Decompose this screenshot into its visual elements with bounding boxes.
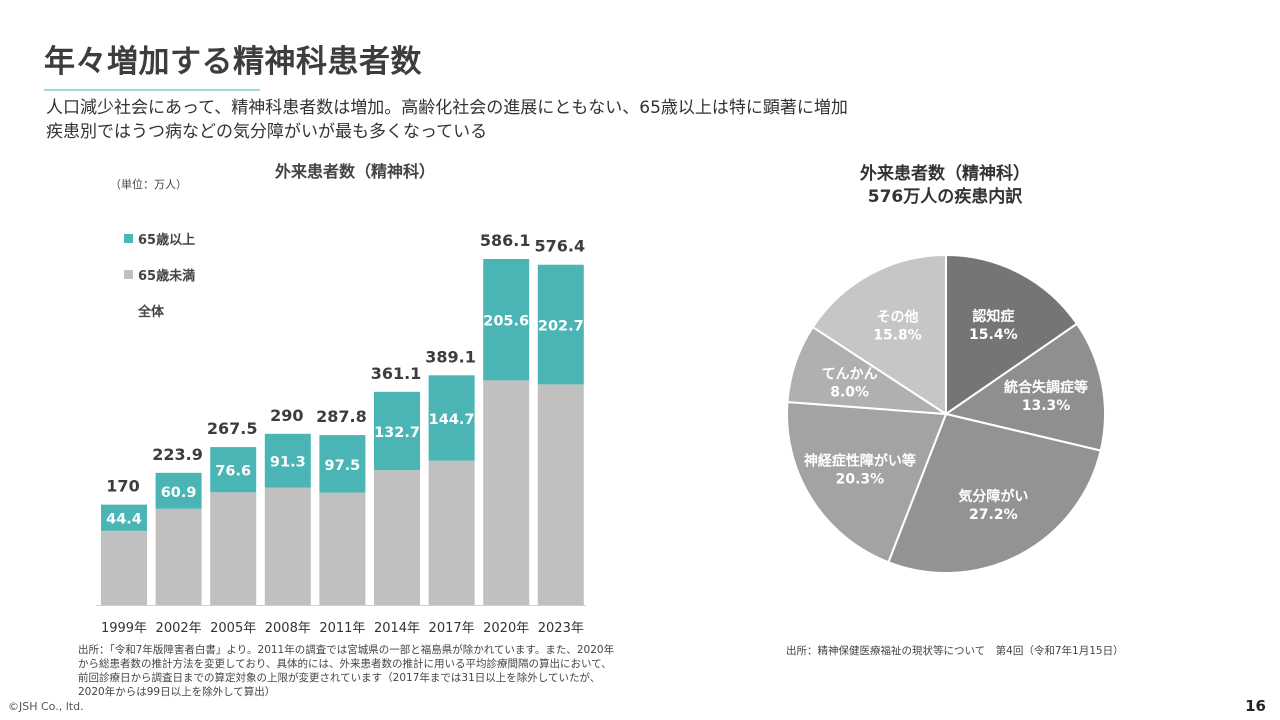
x-tick-label: 2008年 <box>265 621 311 636</box>
over65-value-label: 91.3 <box>270 455 306 471</box>
bar-under65 <box>210 492 257 605</box>
pie-slice-label: 気分障がい <box>958 488 1028 505</box>
pie-slice-label: 統合失調症等 <box>1004 379 1088 396</box>
bar-over65 <box>210 447 257 493</box>
pie-slice-label: その他 <box>877 309 919 326</box>
legend-item-total: 全体 <box>124 301 195 320</box>
x-tick-label: 2014年 <box>374 621 420 636</box>
bar-over65 <box>155 472 202 509</box>
x-tick-label: 2005年 <box>210 621 256 636</box>
x-tick-label: 2017年 <box>429 621 475 636</box>
bar-under65 <box>374 470 420 605</box>
over65-value-label: 132.7 <box>374 425 420 441</box>
note-line-3: 前回診療日から調査日までの算定対象の上限が変更されています（2017年までは31… <box>78 672 601 684</box>
total-value-label: 287.8 <box>316 407 367 426</box>
note-line-2: から総患者数の推計方法を変更しており、具体的には、外来患者数の推計に用いる平均診… <box>78 658 612 670</box>
total-value-label: 586.1 <box>480 231 531 250</box>
total-value-label: 267.5 <box>207 419 258 438</box>
over65-value-label: 97.5 <box>325 458 361 474</box>
page-number: 16 <box>1245 697 1266 715</box>
pie-slice-percent: 15.8% <box>873 328 922 344</box>
total-value-label: 361.1 <box>371 364 422 383</box>
bar-under65 <box>428 460 475 605</box>
legend-label-over65: 65歳以上 <box>138 232 196 248</box>
legend-item-over65: 65歳以上 <box>124 229 196 248</box>
bar-over65 <box>428 375 475 461</box>
legend-label-total: 全体 <box>138 304 165 320</box>
pie-title-line-2: 576万人の疾患内訳 <box>867 187 1023 207</box>
pie-slice-percent: 27.2% <box>969 507 1018 523</box>
bar-under65 <box>264 487 311 605</box>
slide-subtitle: 人口減少社会にあって、精神科患者数は増加。高齢化社会の進展にともない、65歳以上… <box>46 96 848 144</box>
pie-slice-label: てんかん <box>822 366 878 382</box>
pie-slice <box>786 400 948 564</box>
x-tick-label: 2002年 <box>156 621 202 636</box>
pie-chart-title: 外来患者数（精神科） 576万人の疾患内訳 <box>800 163 1090 209</box>
legend-swatch-over65 <box>124 233 133 243</box>
source-note-right: 出所：精神保健医療福祉の現状等について 第4回（令和7年1月15日） <box>786 645 1124 657</box>
slide-title: 年々増加する精神科患者数 <box>44 44 422 80</box>
over65-value-label: 44.4 <box>106 512 142 528</box>
bar-under65 <box>155 508 202 605</box>
pie-slice-label: 認知症 <box>972 308 1014 325</box>
x-tick-label: 1999年 <box>101 621 147 636</box>
legend-label-under65: 65歳未満 <box>138 268 196 284</box>
subtitle-line-2: 疾患別ではうつ病などの気分障がいが最も多くなっている <box>46 122 488 142</box>
pie-slice-percent: 8.0% <box>830 384 869 400</box>
over65-value-label: 202.7 <box>538 319 584 335</box>
pie-slice-percent: 15.4% <box>969 327 1018 343</box>
source-note-left: 出所：「令和7年版障害者白書」より。2011年の調査では宮城県の一部と福島県が除… <box>78 643 638 699</box>
legend-swatch-under65 <box>124 269 133 279</box>
total-value-label: 389.1 <box>425 347 476 366</box>
x-tick-label: 2023年 <box>538 621 584 636</box>
over65-value-label: 76.6 <box>215 464 251 480</box>
pie-slice <box>945 253 1079 416</box>
bar-under65 <box>537 384 584 605</box>
total-value-label: 170 <box>106 477 139 496</box>
over65-value-label: 144.7 <box>429 412 475 428</box>
x-tick-label: 2011年 <box>319 621 365 636</box>
x-tick-label: 2020年 <box>483 621 529 636</box>
bar-over65 <box>101 504 147 531</box>
bar-over65 <box>374 391 420 471</box>
pie-slice <box>811 253 947 416</box>
total-value-label: 290 <box>270 406 303 425</box>
subtitle-line-1: 人口減少社会にあって、精神科患者数は増加。高齢化社会の進展にともない、65歳以上… <box>46 98 848 118</box>
pie-slice <box>887 412 1102 574</box>
total-value-label: 223.9 <box>152 445 203 464</box>
pie-slice-percent: 20.3% <box>836 471 885 487</box>
over65-value-label: 205.6 <box>483 314 529 330</box>
title-underline <box>44 89 260 91</box>
bar-over65 <box>483 259 530 381</box>
bar-over65 <box>264 433 311 488</box>
bar-under65 <box>319 492 366 605</box>
bar-over65 <box>537 264 584 385</box>
over65-value-label: 60.9 <box>161 485 197 501</box>
note-line-1: 出所：「令和7年版障害者白書」より。2011年の調査では宮城県の一部と福島県が除… <box>78 644 615 656</box>
pie-slice-label: 神経症性障がい等 <box>804 452 916 469</box>
pie-title-line-1: 外来患者数（精神科） <box>860 164 1030 184</box>
copyright: ©JSH Co., ltd. <box>8 700 84 713</box>
bar-over65 <box>319 435 366 493</box>
bar-under65 <box>101 530 147 605</box>
total-value-label: 576.4 <box>534 237 585 256</box>
bar-chart: 44.4 170 1999年 60.9 223.9 2002年 76.6 267.5 2005年… <box>96 231 586 636</box>
note-line-4: 2020年からは99日以上を除外して算出） <box>78 686 276 698</box>
bar-under65 <box>483 380 530 605</box>
bar-chart-title: 外来患者数（精神科） <box>274 162 435 181</box>
pie-slice <box>943 322 1106 452</box>
pie-slice-percent: 13.3% <box>1022 398 1071 414</box>
bar-chart-unit: （単位：万人） <box>110 178 187 191</box>
bar-chart-legend: 65歳以上 65歳未満 全体 <box>124 229 195 337</box>
pie-chart: 認知症 15.4% 統合失調症等 13.3% 気分障がい 27.2% 神経症性障がい等 20.… <box>786 253 1106 574</box>
legend-item-under65: 65歳未満 <box>124 265 196 284</box>
